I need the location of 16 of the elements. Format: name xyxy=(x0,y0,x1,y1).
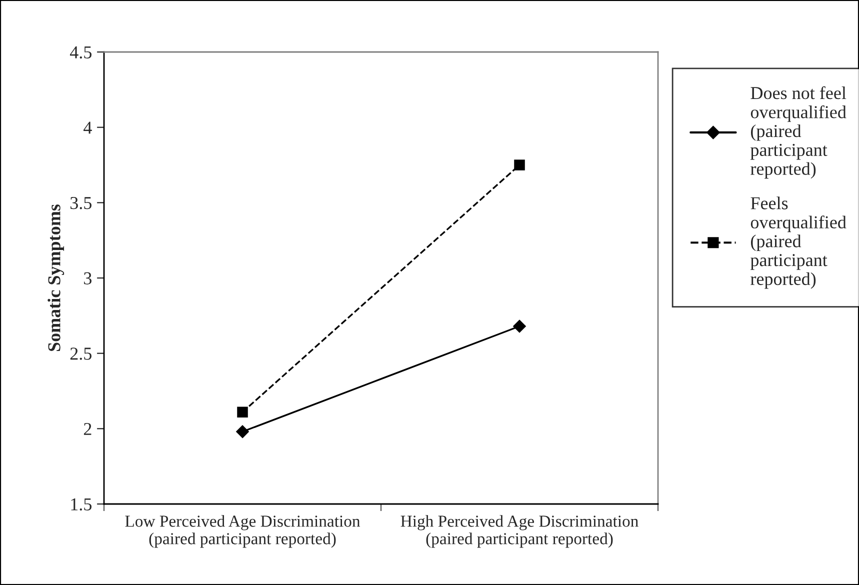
x-tick-label: Low Perceived Age Discrimination (paired participant reported) xyxy=(125,515,360,548)
point xyxy=(236,425,249,438)
legend-label: Does not feel overqualified (paired participant reported) xyxy=(750,86,846,179)
y-tick-label: 1.5 xyxy=(71,498,92,511)
point xyxy=(513,320,526,333)
y-tick-label: 2 xyxy=(84,422,92,435)
y-tick-label: 4 xyxy=(84,122,92,134)
y-tick-label: 3 xyxy=(84,272,92,284)
legend-label: Feels overqualified (paired participant reported) xyxy=(750,196,846,289)
point xyxy=(237,406,248,418)
y-axis-title: Somatic Symptoms xyxy=(48,204,64,352)
y-tick-label: 4.5 xyxy=(70,46,92,59)
point xyxy=(514,160,525,170)
x-tick-label: High Perceived Age Discrimination (paired participant reported) xyxy=(400,515,638,548)
y-tick-label: 3.5 xyxy=(70,196,92,210)
y-tick-label: 2.5 xyxy=(70,348,92,360)
